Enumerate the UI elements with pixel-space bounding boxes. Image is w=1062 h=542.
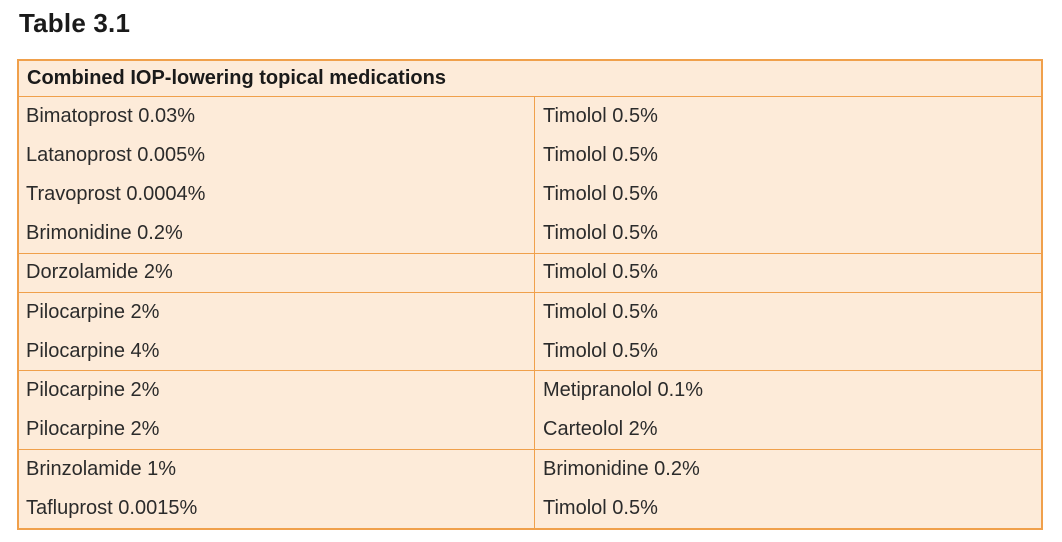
medication-primary: Brinzolamide 1% [19, 449, 535, 489]
table-row: Latanoprost 0.005% Timolol 0.5% [19, 136, 1041, 176]
table-row: Brinzolamide 1% Brimonidine 0.2% [19, 449, 1041, 489]
table-title: Table 3.1 [19, 8, 131, 38]
table-row: Pilocarpine 2% Timolol 0.5% [19, 292, 1041, 333]
table-row: Brimonidine 0.2% Timolol 0.5% [19, 214, 1041, 254]
medication-primary: Tafluprost 0.0015% [19, 488, 535, 529]
medications-table: Combined IOP-lowering topical medication… [17, 59, 1043, 531]
table-row: Tafluprost 0.0015% Timolol 0.5% [19, 488, 1041, 529]
table-row: Pilocarpine 4% Timolol 0.5% [19, 332, 1041, 372]
medication-combined-with: Timolol 0.5% [543, 339, 658, 362]
medication-combined-with: Timolol 0.5% [543, 144, 658, 167]
table-row: Pilocarpine 2% Carteolol 2% [19, 410, 1041, 450]
medication-combined-with: Timolol 0.5% [543, 261, 658, 284]
table-body: Bimatoprost 0.03% Timolol 0.5% Latanoprost… [19, 97, 1041, 529]
medication-combined-with: Metipranolol 0.1% [543, 379, 704, 402]
table-row: Pilocarpine 2% Metipranolol 0.1% [19, 371, 1041, 411]
medication-combined-with: Brimonidine 0.2% [543, 457, 700, 480]
medication-primary: Brimonidine 0.2% [19, 214, 535, 253]
medication-combined-with: Timolol 0.5% [543, 105, 658, 128]
table-header: Combined IOP-lowering topical medication… [19, 61, 1041, 97]
medication-combined-with: Carteolol 2% [543, 418, 658, 441]
medication-combined-with: Timolol 0.5% [543, 222, 658, 245]
medication-primary: Pilocarpine 4% [19, 332, 535, 371]
table-row: Bimatoprost 0.03% Timolol 0.5% [19, 97, 1041, 137]
medication-primary: Bimatoprost 0.03% [19, 97, 535, 137]
medication-primary: Pilocarpine 2% [19, 371, 535, 411]
medication-primary: Latanoprost 0.005% [19, 136, 535, 176]
table-row: Dorzolamide 2% Timolol 0.5% [19, 253, 1041, 293]
medication-combined-with: Timolol 0.5% [543, 301, 658, 324]
medication-primary: Dorzolamide 2% [19, 253, 535, 292]
table-row: Travoprost 0.0004% Timolol 0.5% [19, 175, 1041, 215]
medication-combined-with: Timolol 0.5% [543, 183, 658, 206]
medication-primary: Travoprost 0.0004% [19, 175, 535, 215]
medication-primary: Pilocarpine 2% [19, 410, 535, 449]
medication-primary: Pilocarpine 2% [19, 292, 535, 333]
medication-combined-with: Timolol 0.5% [543, 496, 658, 519]
